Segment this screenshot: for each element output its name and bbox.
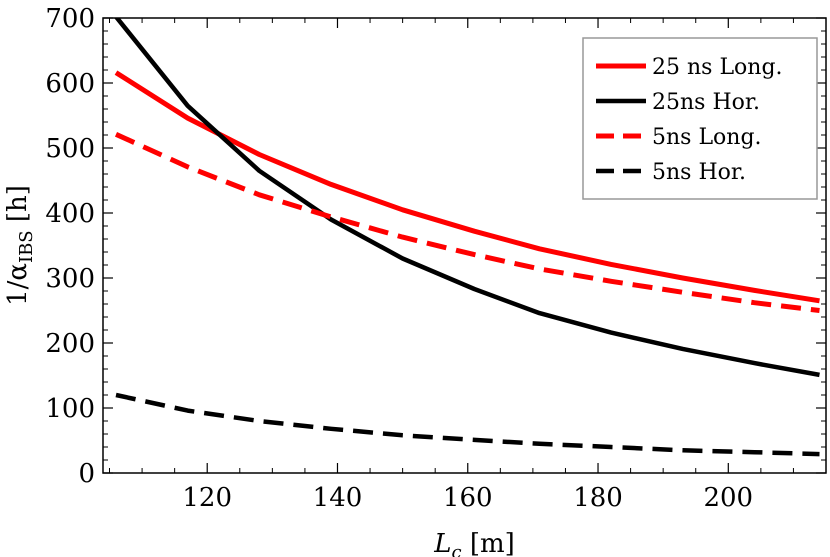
- series-line-1: [114, 70, 820, 304]
- y-tick-label: 400: [45, 199, 95, 229]
- series-line-3: [114, 132, 820, 313]
- x-axis-title-main: L: [433, 529, 451, 557]
- y-axis-title-sub: IBS: [16, 230, 37, 263]
- y-tick-label: 300: [45, 264, 95, 294]
- legend-label: 5ns Long.: [652, 125, 762, 150]
- y-tick-label: 100: [45, 394, 95, 424]
- y-axis-title-main: 1/α: [3, 263, 33, 306]
- series-line-4: [115, 392, 820, 457]
- x-tick-label: 180: [573, 483, 623, 513]
- legend: 25 ns Long. 25ns Hor. 5ns Long. 5ns Hor.: [582, 37, 818, 200]
- x-tick-label: 160: [443, 483, 493, 513]
- y-tick-label: 600: [45, 69, 95, 99]
- y-axis-title: 1/αIBS [h]: [3, 185, 37, 306]
- y-tick-label: 200: [45, 329, 95, 359]
- y-tick-label: 500: [45, 134, 95, 164]
- legend-label: 25 ns Long.: [652, 55, 783, 80]
- x-axis-title-sub: c: [451, 542, 461, 557]
- series-line-2: [114, 18, 820, 378]
- legend-label: 5ns Hor.: [652, 160, 746, 185]
- x-axis-title: Lc [m]: [433, 529, 515, 557]
- x-tick-label: 120: [182, 483, 232, 513]
- x-axis-title-unit: [m]: [462, 529, 515, 557]
- legend-label: 25ns Hor.: [652, 90, 760, 115]
- x-tick-label: 140: [313, 483, 363, 513]
- y-tick-label: 700: [45, 4, 95, 34]
- series-layer: [114, 18, 820, 457]
- y-tick-label: 0: [78, 459, 95, 489]
- y-axis-title-unit: [h]: [3, 185, 33, 230]
- x-tick-label: 200: [703, 483, 753, 513]
- plot-frame: [102, 17, 827, 474]
- ticks-layer: 120 140 160 180 200 0 100 200 300 400 500 600 700: [45, 4, 827, 513]
